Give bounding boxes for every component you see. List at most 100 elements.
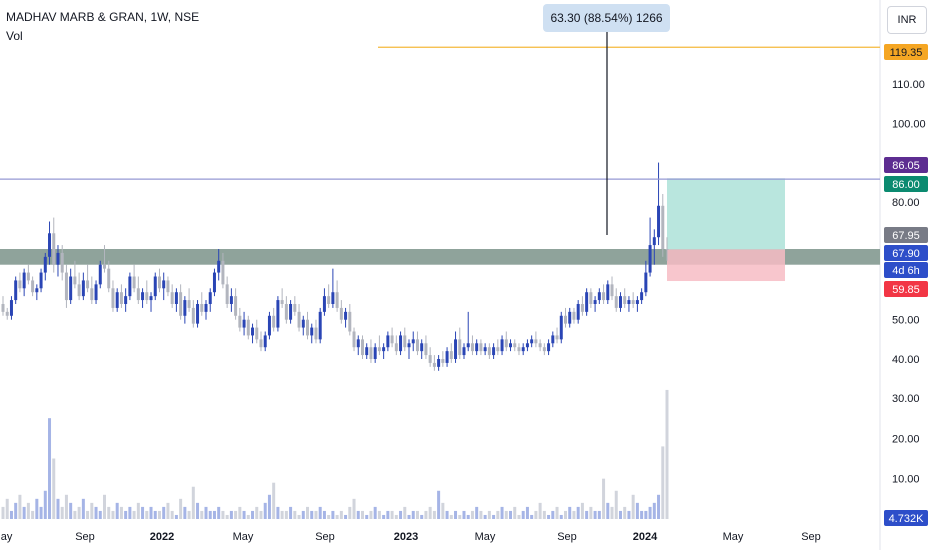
candle-body	[48, 233, 52, 257]
candle-body	[208, 292, 212, 304]
volume-bar	[635, 502, 639, 519]
volume-bar	[314, 510, 318, 519]
candle-body	[652, 237, 656, 246]
volume-bar	[365, 514, 369, 519]
volume-bar	[623, 506, 627, 519]
symbol-title[interactable]: MADHAV MARB & GRAN, 1W, NSE	[6, 10, 200, 24]
volume-bar	[196, 502, 200, 519]
price-tag-bg	[884, 176, 928, 192]
volume-bar	[538, 502, 542, 519]
candle-body	[310, 327, 314, 336]
candle-body	[119, 292, 123, 304]
candle-body	[576, 304, 580, 320]
candle-body	[623, 296, 627, 304]
price-tick-label: 20.00	[892, 433, 920, 445]
candle-body	[52, 233, 56, 265]
price-tag-label: 86.00	[892, 179, 920, 191]
candle-body	[449, 351, 453, 359]
candles	[1, 162, 669, 371]
volume-bar	[631, 494, 635, 519]
candle-body	[69, 276, 73, 301]
candle-body	[335, 292, 339, 308]
candle-body	[352, 331, 356, 348]
candle-body	[445, 351, 449, 363]
loss-zone	[667, 249, 785, 282]
candle-body	[86, 280, 90, 289]
volume-bar	[593, 510, 597, 519]
volume-bar	[382, 514, 386, 519]
candle-body	[356, 339, 360, 348]
candle-body	[200, 304, 204, 312]
candle-body	[631, 300, 635, 304]
volume-bar	[470, 510, 474, 519]
currency-button[interactable]: INR	[887, 6, 927, 34]
time-tick-label: Sep	[557, 531, 577, 543]
volume-bar	[170, 510, 174, 519]
volume-indicator-label[interactable]: Vol	[6, 29, 23, 43]
price-tick-label: 10.00	[892, 474, 920, 486]
time-tick-label: Sep	[315, 531, 335, 543]
volume-bar	[81, 498, 85, 519]
candle-body	[386, 335, 390, 348]
candle-body	[212, 272, 216, 293]
volume-bar	[492, 514, 496, 519]
volume-bar	[111, 510, 115, 519]
candle-body	[90, 288, 94, 301]
volume-bar	[251, 510, 255, 519]
volume-bar	[458, 514, 462, 519]
volume-bar	[204, 506, 208, 519]
volume-bar	[5, 498, 9, 519]
candle-body	[580, 304, 584, 312]
candle-body	[665, 249, 669, 250]
volume-bar	[500, 506, 504, 519]
candle-body	[234, 296, 238, 316]
volume-bar	[521, 510, 525, 519]
candle-body	[627, 300, 631, 304]
candle-body	[403, 335, 407, 348]
time-tick-label: Sep	[801, 531, 821, 543]
candle-body	[124, 296, 128, 304]
price-tag-bg	[884, 157, 928, 173]
candle-body	[432, 362, 436, 367]
time-tick-label: 2023	[394, 531, 418, 543]
volume-bar	[221, 510, 225, 519]
volume-bar	[466, 514, 470, 519]
volume-bar	[360, 510, 364, 519]
time-tick-label: Sep	[75, 531, 95, 543]
time-tick-label: May	[723, 531, 744, 543]
candle-body	[26, 272, 30, 281]
volume-bar	[128, 506, 132, 519]
candle-body	[454, 339, 458, 359]
candle-body	[411, 339, 415, 344]
candle-body	[441, 359, 445, 363]
candle-body	[602, 292, 606, 301]
price-tag: 119.35	[884, 44, 928, 60]
candle-body	[462, 347, 466, 356]
volume-bar	[479, 510, 483, 519]
candle-body	[103, 264, 107, 269]
candle-body	[479, 343, 483, 352]
candle-body	[339, 307, 343, 320]
price-tick-label: 100.00	[892, 118, 926, 130]
candle-body	[644, 272, 648, 293]
volume-bar	[9, 510, 13, 519]
volume-bar	[246, 514, 250, 519]
volume-bar	[229, 510, 233, 519]
volume-bar	[119, 506, 123, 519]
volume-bar	[297, 514, 301, 519]
price-tag-bg	[884, 245, 928, 261]
volume-bar	[306, 506, 310, 519]
candle-body	[365, 347, 369, 356]
volume-bar	[399, 510, 403, 519]
volume-bar	[513, 506, 517, 519]
candle-body	[394, 343, 398, 352]
volume-bar	[141, 506, 145, 519]
candle-body	[322, 296, 326, 312]
volume-bar	[555, 506, 559, 519]
volume-bar	[52, 458, 56, 519]
time-axis: May Sep 2022 May Sep 2023 May Sep 2024 May Sep	[0, 531, 821, 543]
volume-bar	[145, 510, 149, 519]
volume-bar	[377, 510, 381, 519]
candle-body	[196, 304, 200, 324]
